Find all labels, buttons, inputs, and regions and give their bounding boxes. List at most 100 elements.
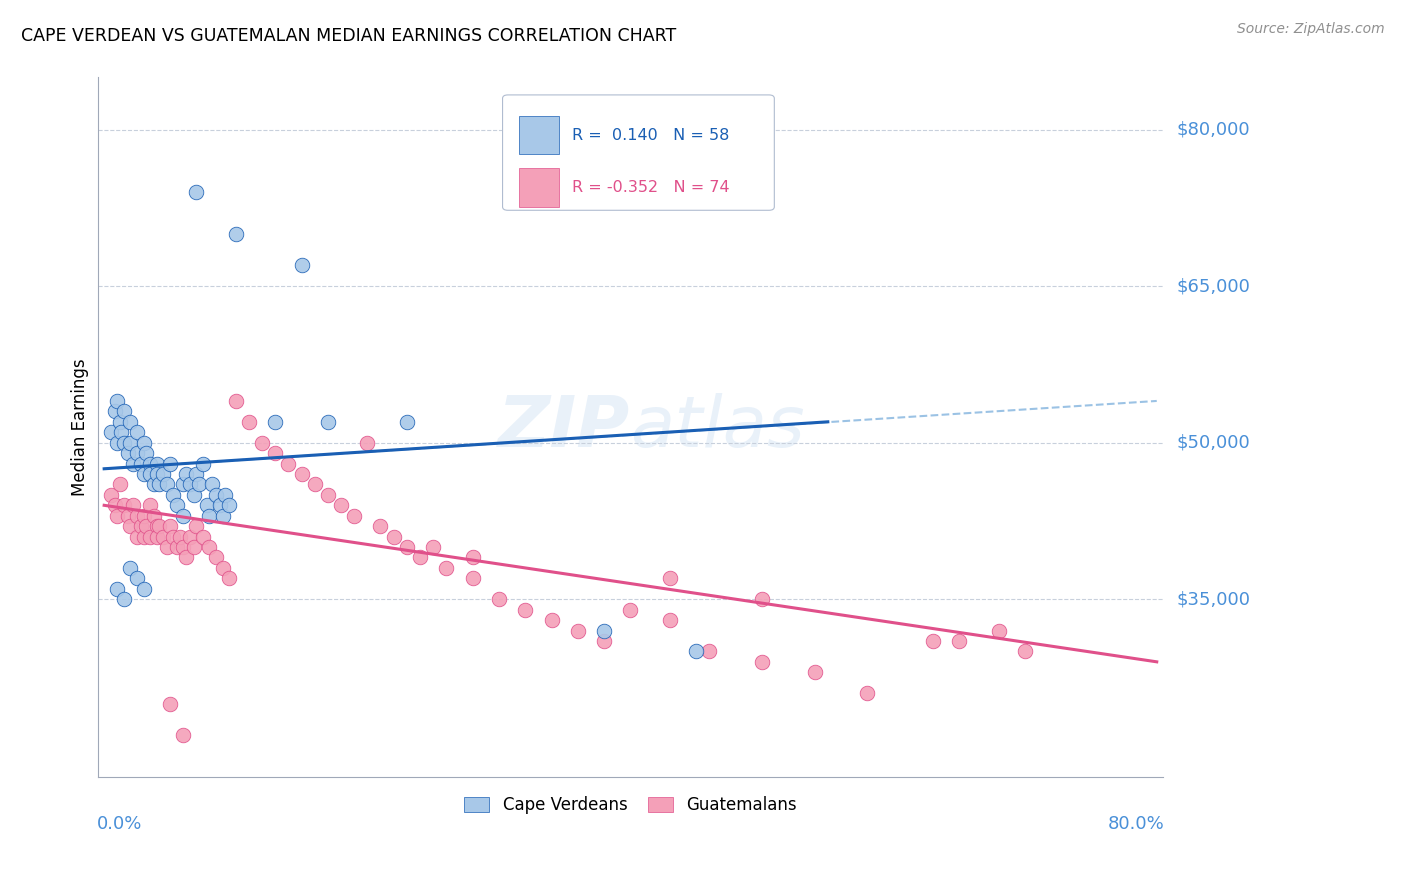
Text: $50,000: $50,000 [1175, 434, 1250, 451]
Point [619, 602, 641, 616]
Point [1014, 644, 1036, 658]
Point [125, 425, 148, 440]
Point [112, 592, 135, 607]
Point [658, 571, 681, 585]
Point [540, 613, 562, 627]
Point [290, 258, 312, 272]
Point [162, 488, 184, 502]
Bar [519, 169, 560, 207]
Point [146, 467, 169, 481]
Point [122, 498, 145, 512]
Point [316, 415, 339, 429]
Point [100, 425, 122, 440]
Point [208, 498, 231, 512]
Point [205, 550, 228, 565]
Point [751, 655, 773, 669]
Point [803, 665, 825, 680]
Point [186, 519, 208, 533]
Legend: Cape Verdeans, Guatemalans: Cape Verdeans, Guatemalans [458, 789, 803, 821]
Point [122, 457, 145, 471]
Point [488, 592, 510, 607]
Point [162, 530, 184, 544]
Point [948, 634, 970, 648]
Text: $80,000: $80,000 [1175, 120, 1250, 138]
Point [159, 457, 181, 471]
Point [125, 530, 148, 544]
Point [316, 488, 339, 502]
Point [125, 571, 148, 585]
Point [191, 457, 214, 471]
Point [112, 498, 135, 512]
Point [198, 508, 221, 523]
Point [146, 519, 169, 533]
Point [195, 498, 218, 512]
Point [117, 508, 139, 523]
Point [120, 435, 142, 450]
Point [461, 550, 484, 565]
Point [132, 530, 155, 544]
Point [172, 540, 194, 554]
Point [172, 728, 194, 742]
Point [105, 435, 128, 450]
Point [422, 540, 444, 554]
Point [105, 508, 128, 523]
Point [105, 393, 128, 408]
Point [685, 644, 707, 658]
Point [125, 508, 148, 523]
Point [129, 519, 152, 533]
Point [112, 435, 135, 450]
Point [658, 613, 681, 627]
Text: Source: ZipAtlas.com: Source: ZipAtlas.com [1237, 22, 1385, 37]
Point [922, 634, 945, 648]
Bar [519, 116, 560, 154]
Point [395, 540, 418, 554]
Point [156, 540, 179, 554]
Point [264, 415, 287, 429]
Point [132, 582, 155, 596]
Point [330, 498, 353, 512]
Point [148, 519, 170, 533]
Point [143, 508, 166, 523]
Point [159, 519, 181, 533]
Point [120, 561, 142, 575]
Point [105, 582, 128, 596]
Point [370, 519, 392, 533]
Point [461, 571, 484, 585]
Point [218, 498, 240, 512]
Text: CAPE VERDEAN VS GUATEMALAN MEDIAN EARNINGS CORRELATION CHART: CAPE VERDEAN VS GUATEMALAN MEDIAN EARNIN… [21, 27, 676, 45]
Point [146, 457, 169, 471]
Point [205, 488, 228, 502]
Point [179, 530, 201, 544]
Point [225, 393, 247, 408]
Point [382, 530, 405, 544]
Point [264, 446, 287, 460]
Point [152, 467, 174, 481]
Point [191, 530, 214, 544]
Point [356, 435, 378, 450]
Point [135, 446, 157, 460]
Text: R = -0.352   N = 74: R = -0.352 N = 74 [572, 180, 730, 195]
Point [214, 488, 236, 502]
Point [172, 508, 194, 523]
Text: $65,000: $65,000 [1175, 277, 1250, 295]
Point [434, 561, 457, 575]
Point [132, 435, 155, 450]
Text: ZIP: ZIP [498, 392, 630, 461]
Point [120, 415, 142, 429]
Text: atlas: atlas [630, 392, 806, 461]
Point [515, 602, 537, 616]
Point [148, 477, 170, 491]
Point [187, 477, 209, 491]
Point [987, 624, 1010, 638]
Point [211, 561, 233, 575]
Point [159, 697, 181, 711]
FancyBboxPatch shape [502, 95, 775, 211]
Point [152, 530, 174, 544]
Point [593, 624, 616, 638]
Point [198, 540, 221, 554]
Point [146, 530, 169, 544]
Point [125, 446, 148, 460]
Point [186, 467, 208, 481]
Point [201, 477, 224, 491]
Point [186, 186, 208, 200]
